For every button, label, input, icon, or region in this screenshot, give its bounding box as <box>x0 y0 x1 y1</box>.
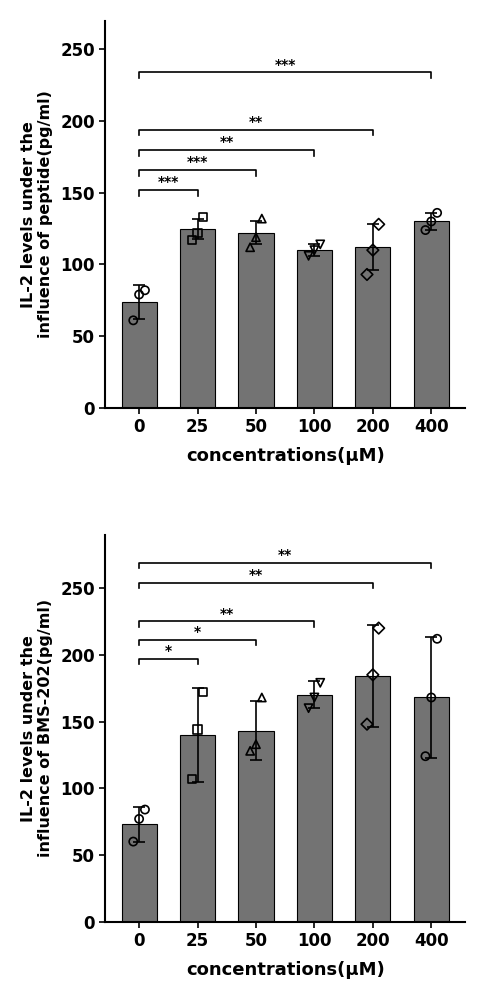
Point <box>199 684 207 700</box>
Bar <box>414 697 449 922</box>
Point <box>311 242 318 258</box>
Text: **: ** <box>249 115 263 129</box>
Text: **: ** <box>220 607 234 621</box>
Point <box>199 209 207 225</box>
Text: *: * <box>165 644 172 658</box>
Point <box>305 248 312 264</box>
Point <box>258 689 266 705</box>
Text: **: ** <box>220 135 234 149</box>
Bar <box>414 221 449 408</box>
Bar <box>122 824 156 922</box>
Text: ***: *** <box>157 175 179 189</box>
Point <box>369 242 377 258</box>
Point <box>305 700 312 716</box>
Point <box>375 216 382 232</box>
Bar <box>122 302 156 408</box>
Point <box>421 748 429 764</box>
Point <box>363 716 371 732</box>
Point <box>433 205 441 221</box>
Point <box>193 722 201 738</box>
Point <box>141 802 149 818</box>
Point <box>193 225 201 241</box>
Point <box>375 620 382 636</box>
Point <box>427 689 435 705</box>
Bar <box>297 695 332 922</box>
Point <box>246 239 254 255</box>
Bar <box>239 731 274 922</box>
Point <box>316 236 324 252</box>
Point <box>246 743 254 759</box>
Point <box>135 287 143 303</box>
Point <box>129 312 137 328</box>
Text: *: * <box>194 625 201 639</box>
Bar <box>297 250 332 408</box>
Point <box>363 266 371 282</box>
Point <box>258 211 266 227</box>
Point <box>188 771 195 787</box>
Bar <box>180 735 215 922</box>
Point <box>433 631 441 647</box>
Point <box>252 736 260 752</box>
Point <box>421 222 429 238</box>
Bar <box>239 233 274 408</box>
X-axis label: concentrations(μM): concentrations(μM) <box>186 961 384 979</box>
Point <box>316 675 324 691</box>
Text: **: ** <box>278 548 292 562</box>
Point <box>427 213 435 229</box>
Point <box>311 689 318 705</box>
Point <box>141 282 149 298</box>
Y-axis label: IL-2 levels under the
influence of BMS-202(pg/ml): IL-2 levels under the influence of BMS-2… <box>21 599 53 857</box>
Text: ***: *** <box>275 58 296 72</box>
X-axis label: concentrations(μM): concentrations(μM) <box>186 447 384 465</box>
Text: ***: *** <box>187 155 208 169</box>
Point <box>188 232 195 248</box>
Point <box>369 667 377 683</box>
Bar <box>180 229 215 408</box>
Text: **: ** <box>249 568 263 582</box>
Bar <box>355 676 390 922</box>
Point <box>252 229 260 245</box>
Point <box>135 811 143 827</box>
Point <box>129 834 137 850</box>
Bar <box>355 247 390 408</box>
Y-axis label: IL-2 levels under the
influence of peptide(pg/ml): IL-2 levels under the influence of pepti… <box>21 90 53 338</box>
